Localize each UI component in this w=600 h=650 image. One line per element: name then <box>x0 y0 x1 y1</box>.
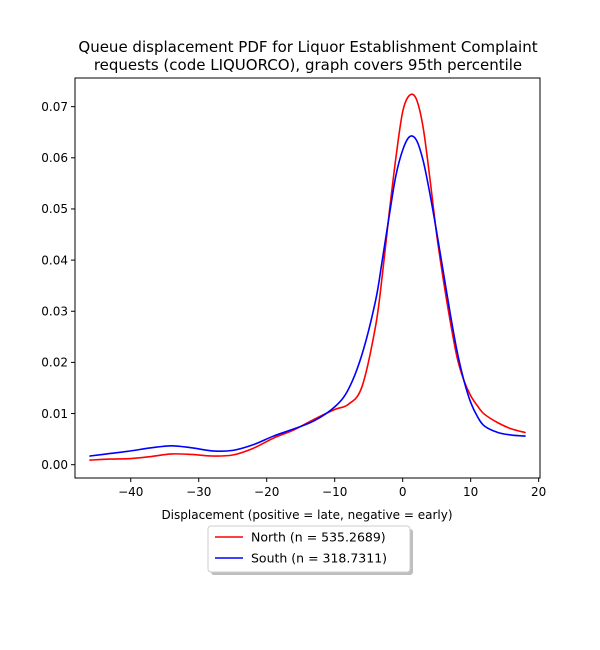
y-tick-label: 0.01 <box>41 407 68 421</box>
legend: North (n = 535.2689) South (n = 318.7311) <box>207 525 413 575</box>
x-tick-label: −10 <box>322 485 347 499</box>
plot-content <box>89 93 526 461</box>
y-tick-label: 0.06 <box>41 151 68 165</box>
legend-entry: North (n = 535.2689) <box>251 530 386 545</box>
x-tick-label: −20 <box>254 485 279 499</box>
x-tick-label: −40 <box>118 485 143 499</box>
y-tick-label: 0.05 <box>41 202 68 216</box>
y-tick-label: 0.04 <box>41 253 68 267</box>
series-line-south <box>89 135 526 457</box>
x-axis-label: Displacement (positive = late, negative … <box>161 508 452 522</box>
x-tick-label: 0 <box>399 485 407 499</box>
y-tick-label: 0.02 <box>41 356 68 370</box>
y-tick-label: 0.03 <box>41 305 68 319</box>
chart-title-line-2: requests (code LIQUORCO), graph covers 9… <box>94 56 522 74</box>
axis-ticks: −40 −30 −20 −10 0 10 20 0.00 0.01 0.02 0.03 0.04 0.0… <box>41 100 546 499</box>
y-tick-label: 0.07 <box>41 100 68 114</box>
x-tick-label: −30 <box>186 485 211 499</box>
plot-frame <box>74 77 541 479</box>
y-tick-label: 0.00 <box>41 458 68 472</box>
legend-box <box>207 525 411 573</box>
x-tick-label: 10 <box>463 485 478 499</box>
legend-entry: South (n = 318.7311) <box>251 551 387 566</box>
chart-title-line-1: Queue displacement PDF for Liquor Establ… <box>78 38 537 56</box>
x-tick-label: 20 <box>531 485 546 499</box>
